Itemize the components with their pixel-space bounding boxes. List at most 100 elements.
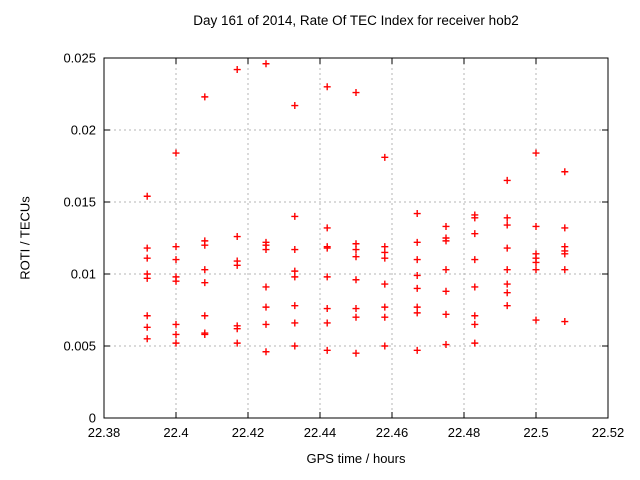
y-tick-label: 0.025	[63, 51, 96, 66]
data-point-plus	[323, 224, 331, 232]
data-point-plus	[442, 310, 450, 318]
data-point-plus	[172, 339, 180, 347]
data-point-plus	[352, 313, 360, 321]
data-point-plus	[442, 287, 450, 295]
data-point-plus	[291, 273, 299, 281]
data-point-plus	[172, 330, 180, 338]
x-tick-label: 22.4	[163, 425, 188, 440]
data-point-plus	[143, 274, 151, 282]
data-point-plus	[291, 342, 299, 350]
data-point-plus	[413, 256, 421, 264]
x-tick-label: 22.48	[448, 425, 481, 440]
data-point-plus	[291, 302, 299, 310]
data-point-plus	[503, 214, 511, 222]
data-point-plus	[471, 339, 479, 347]
data-point-plus	[262, 60, 270, 68]
data-point-plus	[143, 312, 151, 320]
y-axis-label: ROTI / TECUs	[17, 196, 33, 280]
data-point-plus	[201, 241, 209, 249]
data-point-plus	[262, 348, 270, 356]
data-point-plus	[233, 325, 241, 333]
x-tick-label: 22.42	[232, 425, 265, 440]
data-point-plus	[381, 280, 389, 288]
data-point-plus	[143, 335, 151, 343]
y-tick-label: 0.02	[71, 123, 96, 138]
data-point-plus	[413, 284, 421, 292]
data-point-plus	[503, 289, 511, 297]
data-point-plus	[381, 303, 389, 311]
data-point-plus	[503, 221, 511, 229]
data-point-plus	[503, 244, 511, 252]
data-point-plus	[471, 320, 479, 328]
data-point-plus	[532, 266, 540, 274]
data-point-plus	[442, 266, 450, 274]
data-point-plus	[471, 230, 479, 238]
y-tick-label: 0.015	[63, 195, 96, 210]
data-point-plus	[381, 153, 389, 161]
data-point-plus	[201, 266, 209, 274]
data-point-plus	[291, 212, 299, 220]
data-point-plus	[262, 320, 270, 328]
data-point-plus	[323, 319, 331, 327]
data-point-plus	[413, 271, 421, 279]
data-point-plus	[143, 192, 151, 200]
data-point-plus	[143, 323, 151, 331]
data-point-plus	[352, 246, 360, 254]
data-point-plus	[352, 349, 360, 357]
data-point-plus	[233, 339, 241, 347]
data-point-plus	[172, 256, 180, 264]
data-point-plus	[381, 313, 389, 321]
data-point-plus	[323, 305, 331, 313]
chart-title: Day 161 of 2014, Rate Of TEC Index for r…	[193, 13, 519, 28]
data-point-plus	[381, 342, 389, 350]
data-point-plus	[532, 222, 540, 230]
data-point-plus	[201, 93, 209, 101]
x-axis-label: GPS time / hours	[306, 451, 406, 466]
data-point-plus	[381, 254, 389, 262]
data-point-plus	[143, 244, 151, 252]
data-point-plus	[503, 302, 511, 310]
data-point-plus	[561, 168, 569, 176]
y-tick-label: 0.005	[63, 339, 96, 354]
data-point-plus	[262, 283, 270, 291]
data-point-plus	[233, 233, 241, 241]
data-point-plus	[413, 238, 421, 246]
data-point-plus	[201, 330, 209, 338]
x-tick-label: 22.44	[304, 425, 337, 440]
data-point-plus	[532, 149, 540, 157]
data-point-plus	[413, 309, 421, 317]
x-tick-label: 22.38	[88, 425, 121, 440]
data-point-plus	[413, 210, 421, 218]
y-tick-label: 0.01	[71, 267, 96, 282]
data-point-plus	[561, 224, 569, 232]
data-point-plus	[352, 276, 360, 284]
data-point-plus	[561, 266, 569, 274]
data-point-plus	[233, 261, 241, 269]
data-point-plus	[503, 266, 511, 274]
data-point-plus	[291, 246, 299, 254]
data-point-plus	[172, 149, 180, 157]
data-point-plus	[471, 256, 479, 264]
data-point-plus	[532, 258, 540, 266]
data-point-plus	[143, 254, 151, 262]
data-point-plus	[262, 303, 270, 311]
data-point-plus	[323, 83, 331, 91]
plot-border	[103, 57, 609, 419]
y-tick-label: 0	[89, 411, 96, 426]
data-point-plus	[471, 312, 479, 320]
data-point-plus	[442, 237, 450, 245]
data-point-plus	[323, 346, 331, 354]
x-tick-label: 22.5	[523, 425, 548, 440]
data-point-plus	[352, 253, 360, 261]
data-point-plus	[442, 341, 450, 349]
data-point-plus	[413, 346, 421, 354]
data-point-plus	[172, 243, 180, 251]
data-point-plus	[561, 318, 569, 326]
data-point-plus	[172, 277, 180, 285]
data-point-plus	[262, 246, 270, 254]
data-point-plus	[172, 320, 180, 328]
data-point-plus	[233, 66, 241, 74]
x-tick-label: 22.46	[376, 425, 409, 440]
